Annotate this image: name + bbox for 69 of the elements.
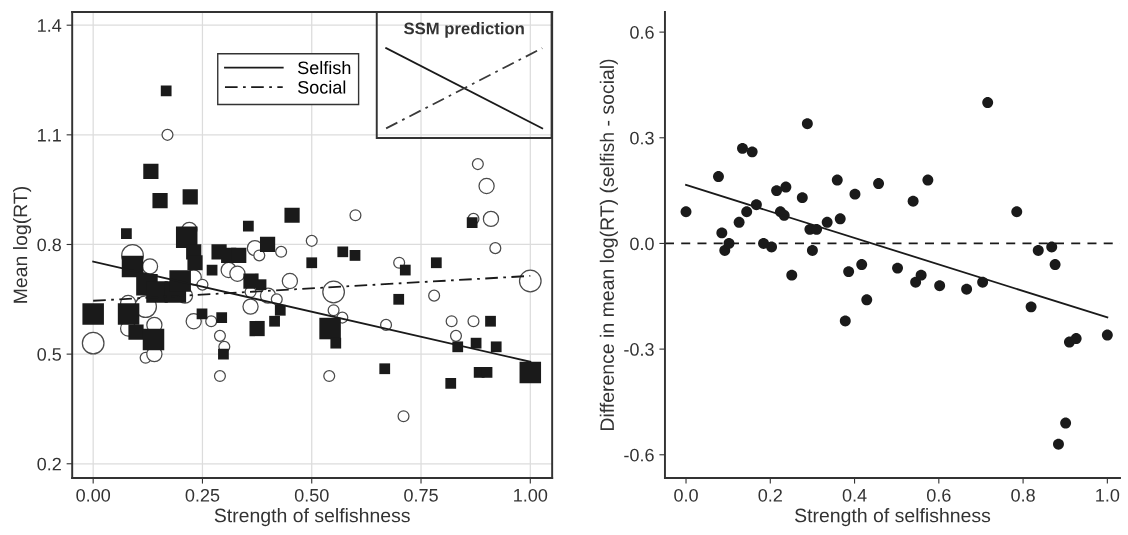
x-axis-title: Strength of selfishness: [795, 508, 991, 527]
point: [1046, 241, 1058, 253]
point: [1025, 301, 1037, 313]
point: [961, 283, 973, 295]
y-axis-title: Mean log(RT): [13, 186, 32, 303]
point: [806, 245, 818, 256]
x-tick-label: 0.2: [758, 488, 782, 502]
point: [982, 97, 994, 109]
point: [713, 171, 724, 182]
point: [843, 266, 855, 278]
point: [834, 213, 846, 225]
point: [1053, 438, 1064, 450]
point: [766, 241, 778, 253]
y-tick-label: 0.6: [630, 26, 654, 39]
point: [780, 181, 792, 193]
y-tick-label: 1.4: [38, 19, 62, 32]
y-tick-label: 0.3: [630, 131, 654, 145]
point: [839, 315, 851, 327]
point: [915, 269, 927, 281]
x-tick-label: 0.0: [674, 488, 698, 502]
point: [1101, 329, 1113, 341]
x-axis-title: Strength of selfishness: [214, 508, 410, 527]
y-tick-label: 0.8: [37, 238, 61, 252]
point: [1060, 417, 1072, 429]
point: [873, 178, 885, 190]
point: [861, 294, 873, 306]
x-tick-label: 0.50: [294, 488, 329, 502]
legend-label: Social: [298, 80, 346, 94]
point: [856, 259, 868, 271]
y-tick-label: 1.1: [38, 128, 61, 142]
y-tick-label: 0.5: [37, 348, 62, 361]
point: [849, 188, 861, 200]
x-tick-label: 0.75: [404, 488, 438, 502]
x-tick-label: 0.4: [842, 488, 867, 502]
point: [892, 262, 903, 274]
point: [680, 206, 692, 218]
x-tick-label: 1.0: [1096, 488, 1120, 502]
point: [831, 174, 843, 186]
point: [771, 185, 783, 197]
x-tick-label: 0.25: [185, 488, 220, 502]
point: [1070, 333, 1082, 345]
point: [821, 216, 833, 228]
point: [723, 237, 735, 249]
y-tick-label: -0.3: [624, 343, 654, 356]
chart-title: SSM prediction: [404, 22, 524, 38]
legend-label: Selfish: [298, 60, 351, 75]
point: [796, 192, 808, 204]
y-tick-label: 0.0: [630, 237, 654, 251]
point: [716, 227, 728, 239]
x-tick-label: 1.00: [514, 488, 548, 502]
point: [786, 269, 798, 281]
point: [934, 280, 946, 292]
point: [907, 195, 919, 207]
point: [1011, 206, 1023, 218]
point: [1049, 259, 1061, 271]
point: [741, 206, 753, 218]
point: [1032, 245, 1044, 256]
point: [746, 146, 758, 158]
point: [910, 276, 922, 288]
point: [733, 216, 745, 228]
y-tick-label: 0.2: [37, 457, 61, 471]
x-tick-label: 0.6: [926, 488, 951, 502]
x-tick-label: 0.00: [76, 488, 111, 502]
x-tick-label: 0.8: [1011, 488, 1035, 502]
point: [922, 174, 934, 186]
y-tick-label: -0.6: [624, 448, 654, 462]
point: [801, 118, 813, 130]
y-axis-title: Difference in mean log(RT) (selfish - social): [599, 59, 618, 431]
point: [737, 142, 748, 154]
